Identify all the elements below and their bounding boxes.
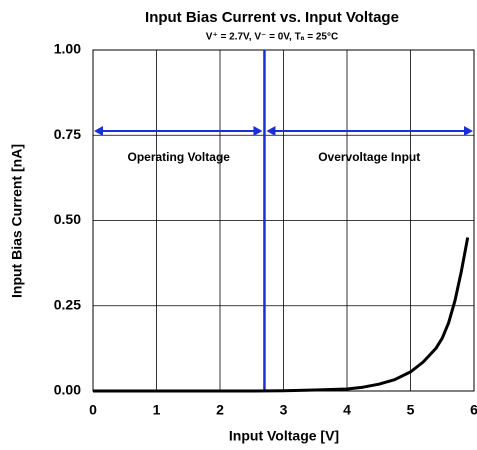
arrow-head xyxy=(94,126,103,136)
y-tick-label: 0.50 xyxy=(54,211,81,227)
y-tick-label: 1.00 xyxy=(54,41,81,57)
arrow-head xyxy=(253,126,263,136)
x-axis-label: Input Voltage [V] xyxy=(229,428,339,444)
x-tick-label: 4 xyxy=(343,402,351,418)
annotation: Operating Voltage xyxy=(127,150,230,164)
data-line xyxy=(93,237,470,393)
y-tick-label: 0.75 xyxy=(54,126,81,142)
x-tick-label: 3 xyxy=(280,402,288,418)
x-tick-label: 0 xyxy=(89,402,97,418)
arrow-head xyxy=(266,126,276,136)
arrow-head xyxy=(464,126,473,136)
x-tick-label: 5 xyxy=(407,402,415,418)
x-tick-label: 1 xyxy=(153,402,161,418)
x-tick-label: 6 xyxy=(470,402,477,418)
y-tick-label: 0.25 xyxy=(54,296,81,312)
chart-subtitle: V⁺ = 2.7V, V⁻ = 0V, Tₐ = 25°C xyxy=(206,32,338,43)
chart-title: Input Bias Current vs. Input Voltage xyxy=(145,9,399,26)
x-tick-label: 2 xyxy=(216,402,224,418)
y-axis-label: Input Bias Current [nA] xyxy=(9,144,25,298)
y-tick-label: 0.00 xyxy=(54,382,81,398)
annotation: Overvoltage Input xyxy=(318,150,420,164)
